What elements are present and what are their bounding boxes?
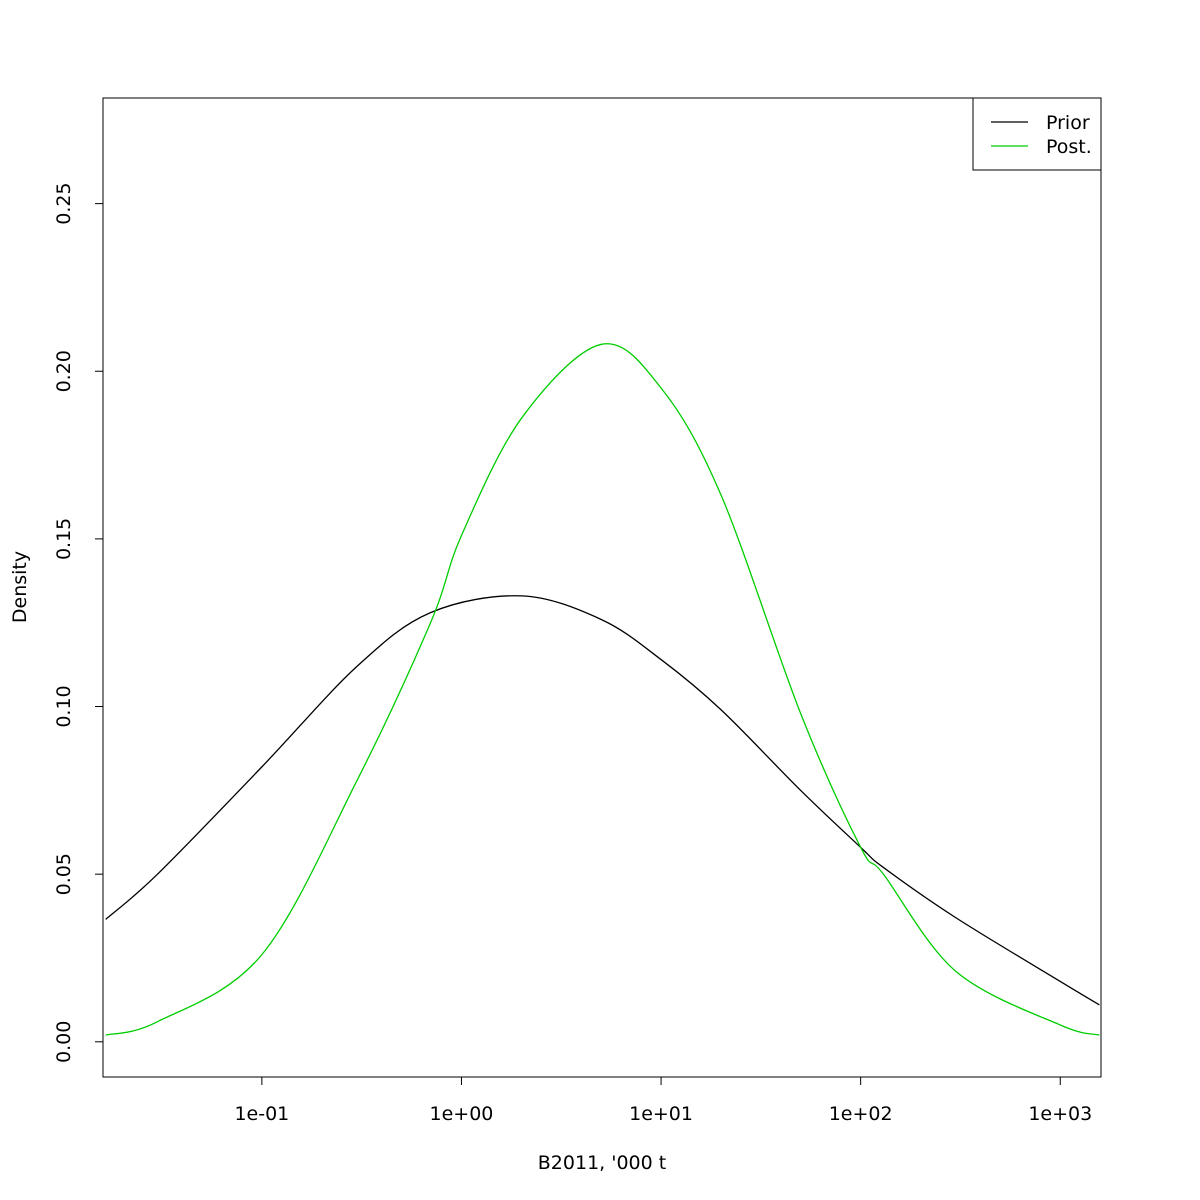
- x-tick-label: 1e-01: [234, 1103, 289, 1125]
- x-tick-label: 1e+03: [1028, 1103, 1092, 1125]
- y-tick-label: 0.15: [53, 518, 75, 560]
- legend-label-post: Post.: [1046, 136, 1092, 158]
- series-line-post: [105, 343, 1100, 1036]
- x-axis: 1e-01 1e+00 1e+01 1e+02 1e+03: [234, 1076, 1092, 1125]
- y-tick-label: 0.25: [53, 182, 75, 224]
- y-tick-label: 0.10: [53, 685, 75, 727]
- plot-frame: [102, 97, 1102, 1078]
- x-tick-label: 1e+02: [829, 1103, 893, 1125]
- x-tick-label: 1e+00: [430, 1103, 494, 1125]
- series-layer: [105, 343, 1100, 1036]
- legend-label-prior: Prior: [1046, 112, 1090, 134]
- legend-box: [972, 97, 1102, 171]
- x-axis-label: B2011, '000 t: [538, 1152, 666, 1174]
- series-line-prior: [105, 595, 1100, 1006]
- x-tick-label: 1e+01: [629, 1103, 693, 1125]
- y-axis-label: Density: [9, 551, 31, 623]
- legend: Prior Post.: [972, 97, 1102, 171]
- y-tick-label: 0.05: [53, 853, 75, 895]
- y-tick-label: 0.20: [53, 350, 75, 392]
- y-axis: 0.00 0.05 0.10 0.15 0.20 0.25: [53, 182, 104, 1063]
- y-tick-label: 0.00: [53, 1021, 75, 1063]
